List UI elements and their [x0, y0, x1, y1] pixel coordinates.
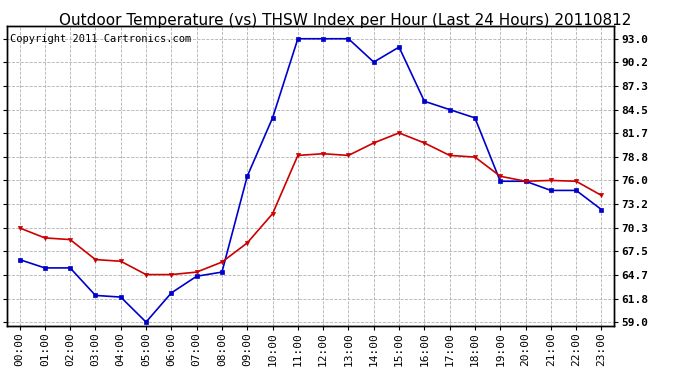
Text: Copyright 2011 Cartronics.com: Copyright 2011 Cartronics.com — [10, 34, 191, 44]
Text: Outdoor Temperature (vs) THSW Index per Hour (Last 24 Hours) 20110812: Outdoor Temperature (vs) THSW Index per … — [59, 13, 631, 28]
